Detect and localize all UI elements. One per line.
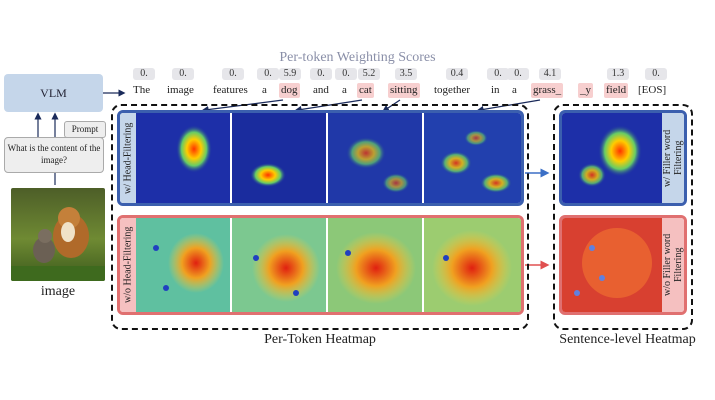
sentence-with-label: w/ Filler word Filtering (662, 113, 684, 203)
row-with-head-filtering: w/ Head-Filtering (117, 110, 524, 206)
diagram-title: Per-token Weighting Scores (279, 50, 436, 65)
token-score: 0. (507, 68, 529, 80)
image-label: image (40, 284, 76, 299)
token: [EOS] (638, 84, 667, 96)
token: grass_ (531, 83, 564, 98)
sentence-level-group (553, 104, 693, 330)
prompt-tag: Prompt (64, 121, 106, 138)
token: sitting (388, 83, 420, 98)
row-without-label: w/o Head-Filtering (120, 218, 136, 312)
sentence-without-label: w/o Filler word Filtering (662, 218, 684, 312)
token: cat (357, 83, 374, 98)
token: a (262, 84, 267, 96)
row-with-label: w/ Head-Filtering (120, 113, 136, 203)
token: in (491, 84, 500, 96)
vlm-box: VLM (4, 74, 103, 112)
token: a (342, 84, 347, 96)
per-token-group (111, 104, 529, 330)
token: _y (578, 83, 593, 98)
token: and (313, 84, 329, 96)
token-score: 0.4 (446, 68, 468, 80)
token-score: 0. (645, 68, 667, 80)
mixed-heatmaps (136, 218, 521, 312)
token: dog (279, 83, 300, 98)
token-score: 0. (222, 68, 244, 80)
token-score: 1.3 (607, 68, 629, 80)
token: together (434, 84, 471, 96)
token: field (604, 83, 629, 98)
per-token-caption: Per-Token Heatmap (264, 332, 376, 347)
token-score: 0. (310, 68, 332, 80)
token-score: 0. (487, 68, 509, 80)
blue-heatmaps (136, 113, 521, 203)
input-image (11, 188, 105, 281)
token-score: 0. (257, 68, 279, 80)
token-score: 4.1 (539, 68, 561, 80)
question-box: What is the content of the image? (4, 137, 104, 173)
token-score: 0. (335, 68, 357, 80)
token: features (213, 84, 248, 96)
token-score: 0. (133, 68, 155, 80)
token: a (512, 84, 517, 96)
sentence-with-filtering: w/ Filler word Filtering (559, 110, 687, 206)
sentence-without-filtering: w/o Filler word Filtering (559, 215, 687, 315)
token-score: 5.9 (279, 68, 301, 80)
row-without-head-filtering: w/o Head-Filtering (117, 215, 524, 315)
sentence-blue-heatmap (562, 113, 662, 203)
token-score: 5.2 (358, 68, 380, 80)
token-score: 0. (172, 68, 194, 80)
token: The (133, 84, 151, 96)
token-score: 3.5 (395, 68, 417, 80)
token: image (167, 84, 194, 96)
sentence-caption: Sentence-level Heatmap (559, 332, 696, 347)
sentence-red-heatmap (562, 218, 662, 312)
